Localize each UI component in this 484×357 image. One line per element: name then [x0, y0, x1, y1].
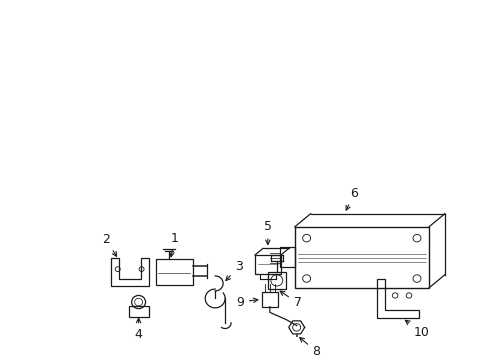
- Text: 10: 10: [405, 320, 429, 338]
- Text: 4: 4: [135, 318, 142, 341]
- Text: 2: 2: [102, 232, 116, 256]
- Text: 7: 7: [280, 291, 301, 310]
- Text: 6: 6: [346, 187, 358, 210]
- Text: 5: 5: [263, 220, 272, 245]
- Text: 9: 9: [236, 296, 257, 308]
- Text: 1: 1: [169, 232, 178, 257]
- Text: 8: 8: [299, 337, 320, 357]
- Text: 3: 3: [226, 260, 242, 281]
